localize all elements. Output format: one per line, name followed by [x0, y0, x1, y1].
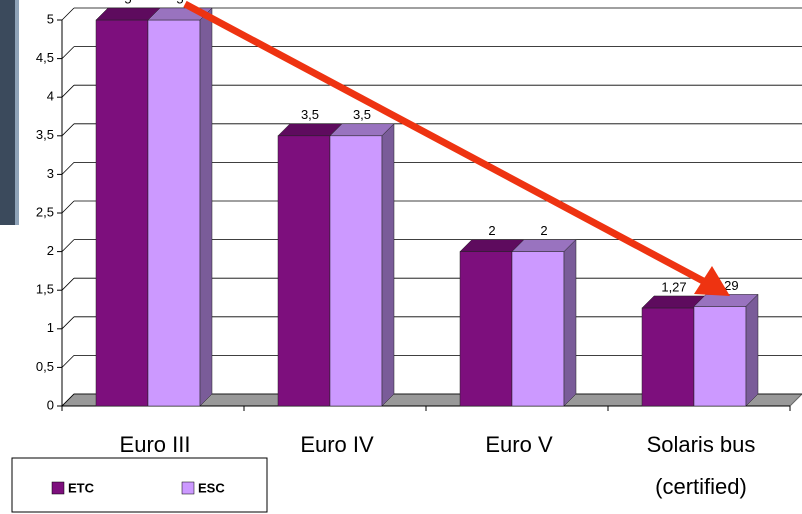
value-label: 2 — [488, 223, 495, 238]
background-photo-edge — [15, 0, 19, 225]
grid-line-side — [61, 393, 75, 407]
bar-side — [199, 7, 213, 407]
y-tick-label: 4 — [47, 89, 54, 104]
grid-line-side — [61, 277, 75, 291]
grid-line-side — [61, 46, 75, 59]
value-label: 2 — [540, 223, 547, 238]
legend-box — [11, 457, 268, 513]
grid-line-side — [61, 123, 75, 137]
bar-side — [563, 238, 577, 407]
bar — [693, 306, 747, 407]
trend-arrow — [183, 0, 707, 286]
bar — [147, 19, 201, 407]
x-tick-label: Euro III — [119, 432, 191, 457]
y-tick-label: 3 — [47, 166, 54, 181]
legend-swatch — [181, 481, 195, 495]
background-photo — [0, 0, 15, 225]
bar — [511, 251, 565, 407]
bar — [329, 135, 383, 407]
y-tick-label: 0,5 — [36, 359, 54, 374]
y-tick-label: 0 — [47, 397, 54, 412]
value-label: 5 — [124, 0, 131, 6]
legend-swatch — [51, 481, 65, 495]
y-tick-label: 2 — [47, 243, 54, 258]
x-tick-label: Solaris bus (certified) — [646, 432, 756, 499]
bar — [277, 135, 331, 407]
value-label: 3,5 — [301, 107, 319, 122]
grid-line-side — [61, 84, 75, 98]
grid-line-side — [61, 316, 75, 330]
back-wall — [62, 6, 802, 406]
grid-line-side — [61, 7, 75, 21]
y-tick-label: 2,5 — [36, 204, 54, 219]
bar-side — [745, 293, 759, 407]
grid-line-side — [61, 200, 75, 214]
y-tick-label: 5 — [47, 11, 54, 26]
y-tick-label: 1,5 — [36, 282, 54, 297]
legend-label: ETC — [68, 480, 95, 495]
grid-line-side — [61, 355, 75, 368]
x-tick-label: Euro IV — [300, 432, 374, 457]
value-label: 5 — [176, 0, 183, 6]
value-label: 3,5 — [353, 107, 371, 122]
bar — [95, 19, 149, 407]
y-tick-label: 3,5 — [36, 127, 54, 142]
y-tick-label: 4,5 — [36, 50, 54, 65]
grid-line-side — [61, 162, 75, 175]
trend-arrowhead — [694, 266, 730, 296]
legend-label: ESC — [198, 480, 225, 495]
bar-side — [381, 123, 395, 407]
x-tick-label: Euro V — [485, 432, 553, 457]
bar — [459, 251, 513, 407]
grid-line-side — [61, 239, 75, 252]
bar — [641, 307, 695, 407]
y-tick-label: 1 — [47, 320, 54, 335]
value-label: 1,27 — [661, 279, 686, 294]
